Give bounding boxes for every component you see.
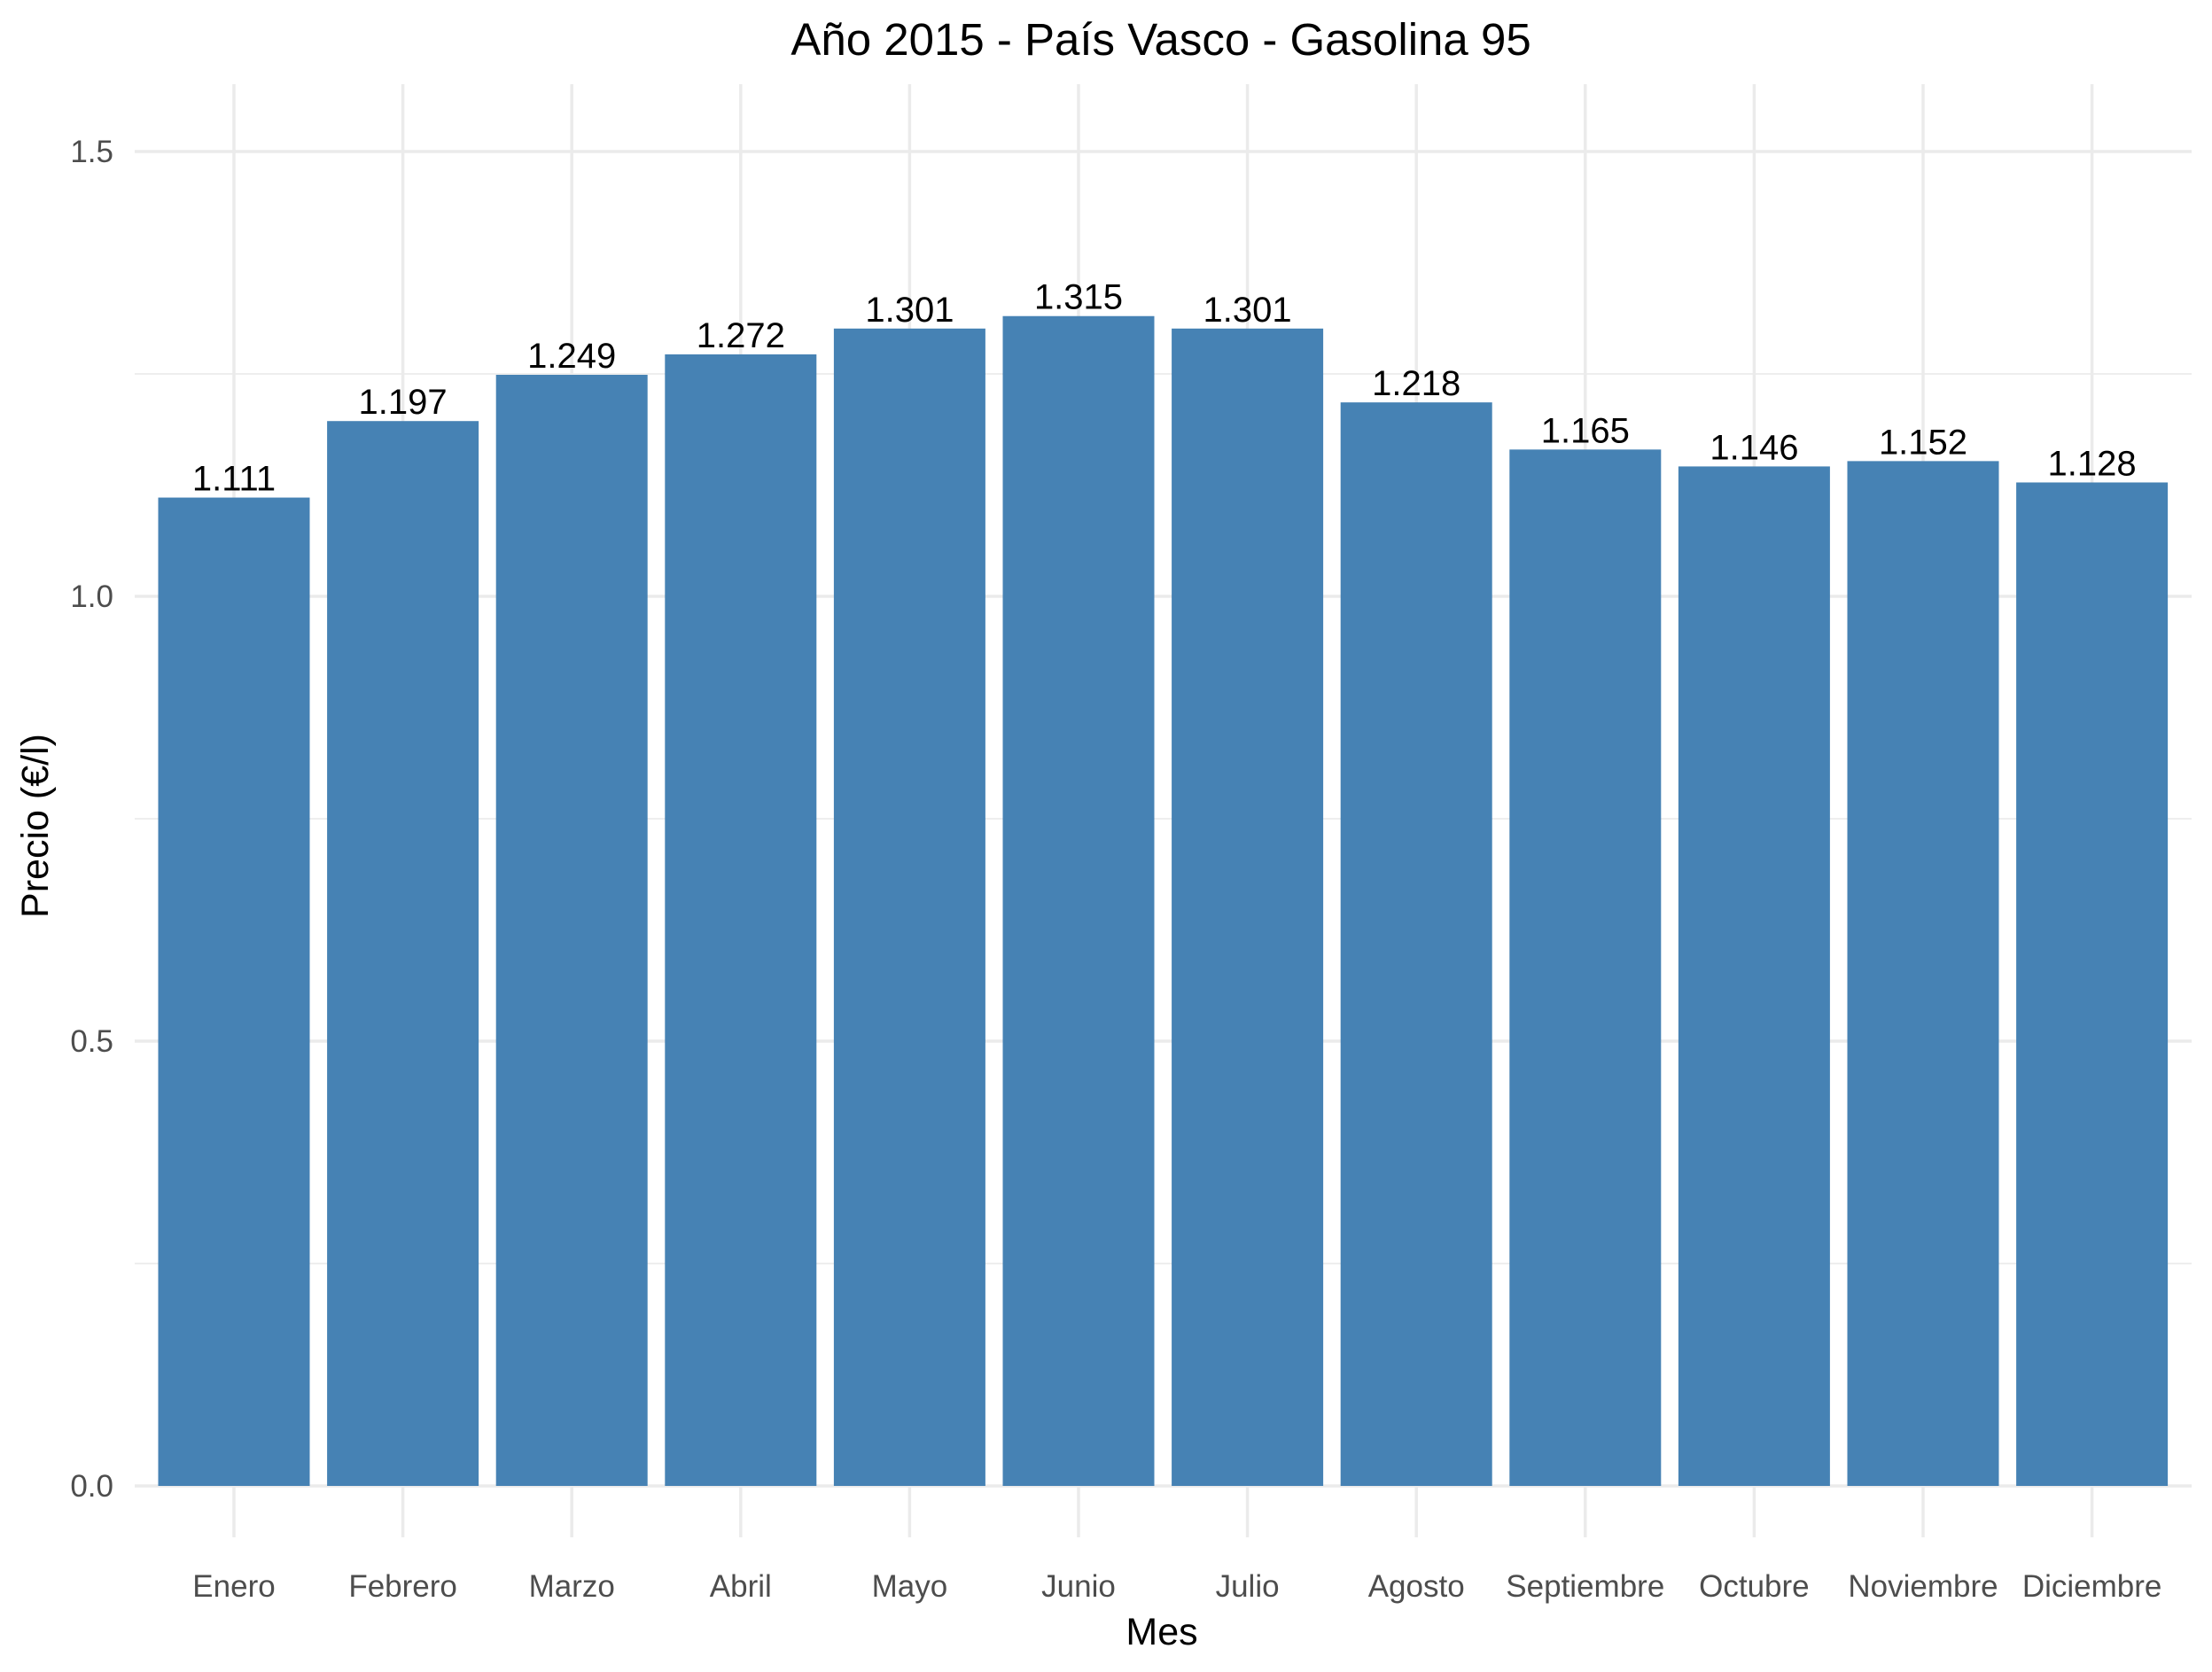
bar-value-label: 1.165	[1541, 411, 1630, 450]
bar-value-label: 1.197	[359, 383, 448, 422]
bar	[2016, 482, 2169, 1486]
x-tick-label: Febrero	[348, 1569, 457, 1604]
bar	[833, 328, 985, 1486]
bar-value-label: 1.111	[192, 460, 276, 499]
bar-value-label: 1.315	[1034, 278, 1123, 317]
y-tick-label: 0.5	[70, 1024, 113, 1059]
bar	[1509, 449, 1662, 1487]
bar	[1002, 315, 1155, 1486]
bar-value-label: 1.128	[2048, 444, 2137, 483]
x-tick-label: Enero	[192, 1569, 275, 1604]
bar-value-label: 1.301	[1203, 291, 1292, 330]
x-tick-label: Julio	[1216, 1569, 1280, 1604]
bar	[1847, 461, 1999, 1486]
bar	[495, 375, 648, 1486]
y-tick-label: 1.0	[70, 579, 113, 614]
value-labels-group: 1.111 1.197 1.249 1.272 1.301 1.315 1.301 1.218…	[192, 278, 2137, 499]
bars-group	[158, 315, 2169, 1487]
bar-value-label: 1.301	[865, 291, 954, 330]
bar	[327, 421, 479, 1486]
y-axis-ticks: 0.0 0.5 1.0 1.5	[70, 135, 113, 1504]
chart-title: Año 2015 - País Vasco - Gasolina 95	[791, 14, 1530, 65]
bar	[1172, 328, 1324, 1486]
bar	[1340, 402, 1492, 1487]
x-axis-title: Mes	[1125, 1611, 1197, 1653]
y-tick-label: 0.0	[70, 1469, 113, 1504]
y-axis-title: Precio (€/l)	[14, 734, 57, 918]
x-tick-label: Noviembre	[1848, 1569, 1998, 1604]
bar	[158, 497, 310, 1486]
bar-value-label: 1.249	[527, 337, 616, 376]
bar	[1678, 466, 1830, 1486]
bar	[665, 354, 817, 1486]
x-tick-label: Junio	[1041, 1569, 1116, 1604]
bar-value-label: 1.218	[1372, 364, 1460, 403]
x-tick-label: Marzo	[529, 1569, 615, 1604]
x-tick-label: Abril	[710, 1569, 772, 1604]
x-tick-label: Agosto	[1368, 1569, 1465, 1604]
x-tick-label: Octubre	[1699, 1569, 1810, 1604]
bar-value-label: 1.272	[697, 316, 785, 355]
x-tick-label: Diciembre	[2022, 1569, 2162, 1604]
y-tick-label: 1.5	[70, 135, 113, 169]
x-tick-label: Septiembre	[1506, 1569, 1664, 1604]
x-tick-label: Mayo	[872, 1569, 948, 1604]
bar-value-label: 1.146	[1710, 428, 1798, 467]
bar-value-label: 1.152	[1879, 423, 1967, 462]
x-axis-ticks: Enero Febrero Marzo Abril Mayo Junio Julio Agos…	[192, 1569, 2161, 1604]
